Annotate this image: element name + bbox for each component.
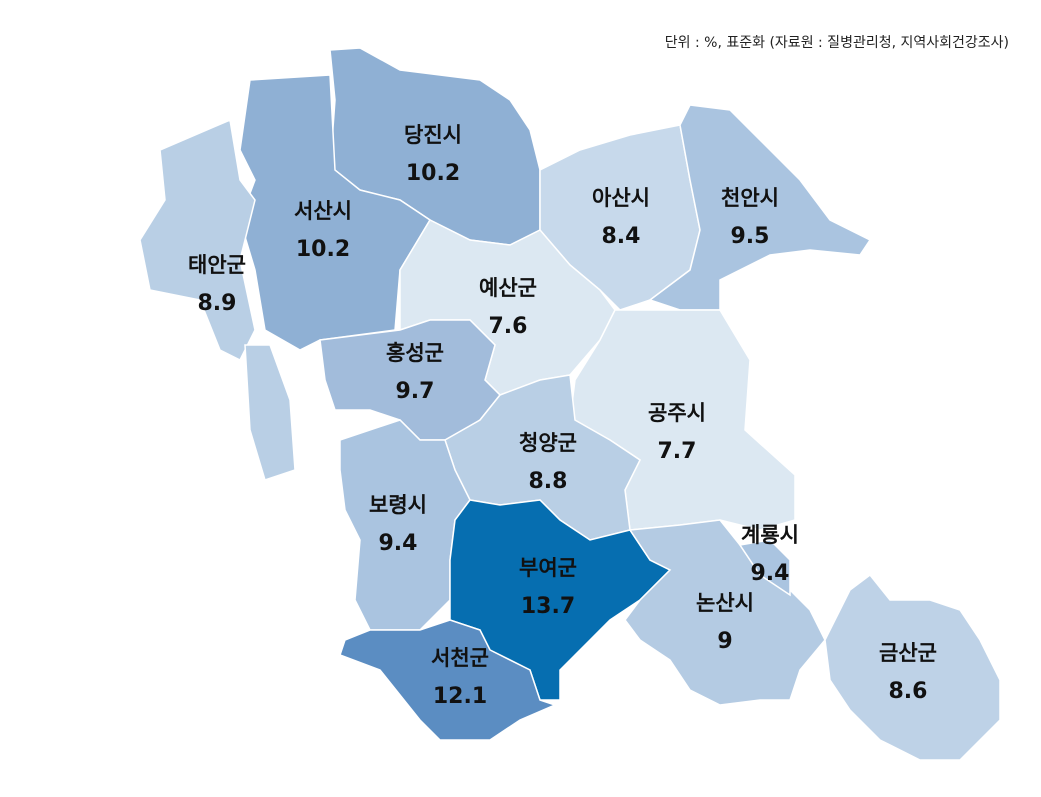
region-name-label: 서산시: [294, 199, 352, 223]
region-name-label: 청양군: [519, 431, 577, 455]
region-value-label: 10.2: [296, 237, 350, 262]
unit-source-note: 단위 : %, 표준화 (자료원 : 질병관리청, 지역사회건강조사): [664, 35, 1009, 51]
region-name-label: 부여군: [519, 556, 577, 580]
region-value-label: 13.7: [521, 594, 575, 619]
region-taean: [139, 118, 296, 481]
region-value-label: 9.4: [751, 561, 790, 586]
region-value-label: 10.2: [406, 161, 460, 186]
region-shape: [824, 573, 1001, 761]
region-seocheon: [339, 619, 558, 741]
region-value-label: 7.6: [489, 314, 528, 339]
region-name-label: 계룡시: [741, 523, 799, 547]
region-name-label: 당진시: [404, 123, 462, 147]
region-shape: [339, 619, 558, 741]
region-shape: [139, 118, 256, 362]
region-name-label: 논산시: [696, 591, 754, 615]
region-name-label: 천안시: [721, 186, 779, 210]
region-geumsan: [824, 573, 1001, 761]
region-name-label: 태안군: [188, 253, 246, 277]
region-value-label: 9: [717, 629, 732, 654]
region-name-label: 아산시: [592, 186, 650, 210]
region-value-label: 9.5: [731, 224, 770, 249]
region-value-label: 8.6: [889, 679, 928, 704]
region-shape: [738, 539, 791, 597]
region-value-label: 7.7: [658, 439, 697, 464]
region-name-label: 서천군: [431, 646, 489, 670]
region-shape: [244, 344, 296, 481]
region-name-label: 공주시: [648, 401, 706, 425]
region-name-label: 금산군: [879, 641, 937, 665]
region-name-label: 보령시: [369, 493, 427, 517]
region-value-label: 8.9: [198, 291, 237, 316]
region-shape: [648, 104, 872, 311]
region-name-label: 홍성군: [386, 341, 444, 365]
region-value-label: 9.4: [379, 531, 418, 556]
region-cheonan: [648, 104, 872, 311]
region-value-label: 8.4: [602, 224, 641, 249]
region-gyeryong: [738, 539, 791, 597]
region-value-label: 9.7: [396, 379, 435, 404]
region-value-label: 12.1: [433, 684, 487, 709]
region-value-label: 8.8: [529, 469, 568, 494]
region-name-label: 예산군: [479, 276, 537, 300]
